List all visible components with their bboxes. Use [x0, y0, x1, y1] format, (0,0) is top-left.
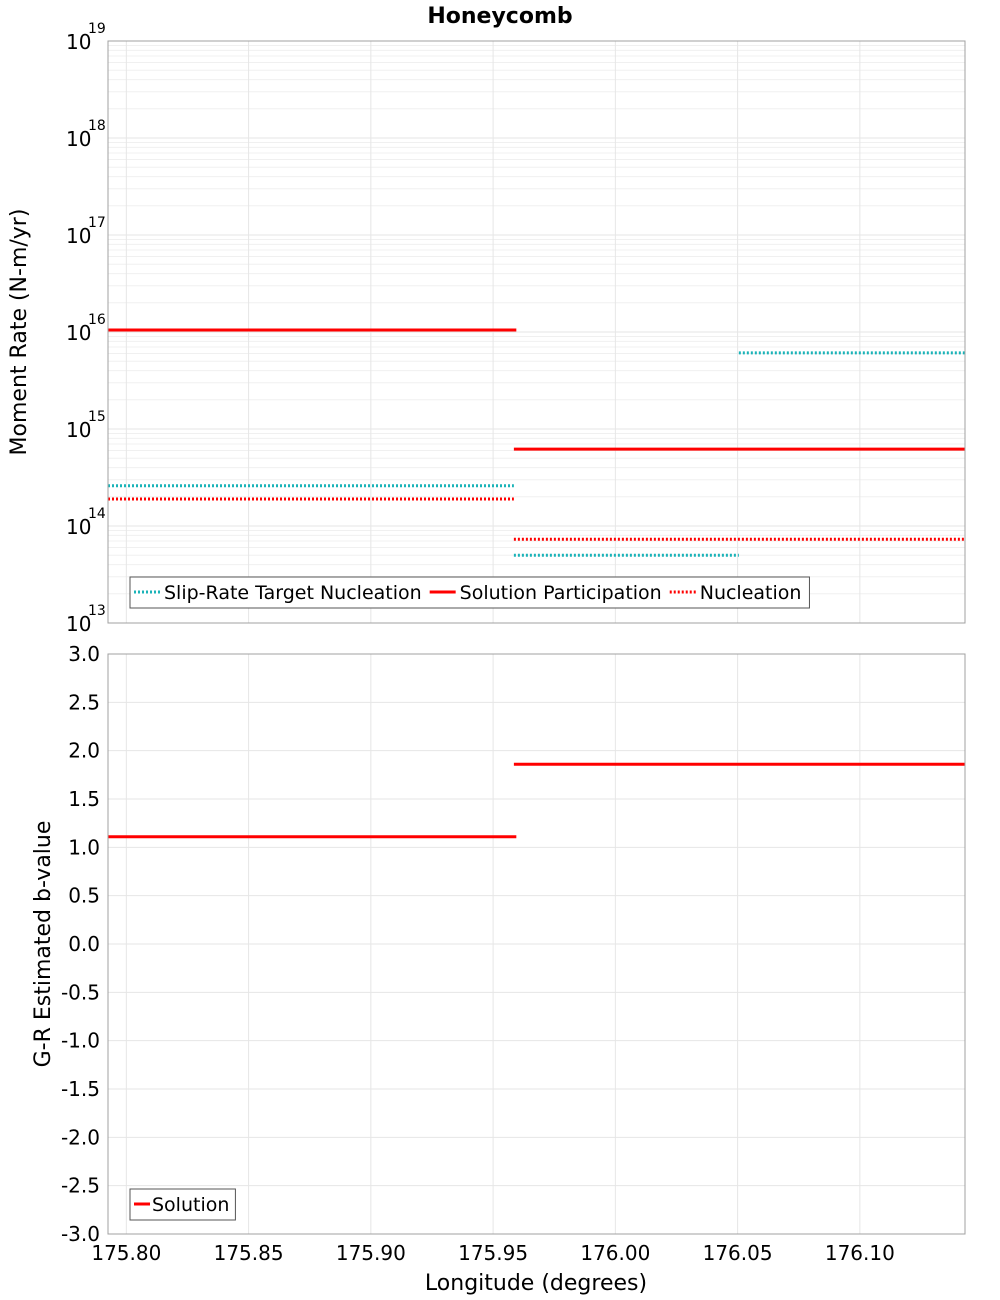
- y-tick-label: 1.5: [68, 787, 100, 811]
- y-tick-label: -2.0: [61, 1125, 100, 1149]
- legend-label: Solution: [152, 1194, 229, 1216]
- y-tick-exponent: 17: [88, 215, 106, 231]
- y-tick-exponent: 16: [88, 312, 106, 328]
- y-tick-label: -1.5: [61, 1077, 100, 1101]
- chart-title: Honeycomb: [427, 4, 572, 29]
- b-value-legend: Solution: [129, 1188, 236, 1221]
- y-tick-exponent: 18: [88, 118, 106, 134]
- moment-rate-grid: [108, 40, 965, 624]
- y-tick-label: 1.0: [68, 835, 100, 859]
- b-value-plot-frame: [107, 653, 966, 1235]
- y-tick-label: 10: [66, 612, 91, 636]
- b-value-y-ticks: 3.0 2.5 2.0 1.5 1.0 0.5 0.0 -0.5 -1.0 -1.5 -2.0 -2.…: [61, 642, 100, 1246]
- x-tick-label: 175.85: [214, 1241, 284, 1265]
- y-tick-label: 10: [66, 515, 91, 539]
- legend-label: Slip-Rate Target Nucleation: [164, 582, 422, 604]
- b-value-grid: [108, 653, 965, 1235]
- b-value-series: [108, 762, 965, 839]
- legend-label: Solution Participation: [460, 582, 662, 604]
- y-tick-exponent: 13: [88, 603, 106, 619]
- y-tick-label: 3.0: [68, 642, 100, 666]
- y-tick-exponent: 14: [88, 506, 106, 522]
- x-tick-label: 176.00: [580, 1241, 650, 1265]
- y-tick-exponent: 15: [88, 409, 106, 425]
- y-tick-label: 2.0: [68, 739, 100, 763]
- moment-rate-series: [108, 328, 965, 557]
- y-tick-label: -0.5: [61, 980, 100, 1004]
- y-tick-label: 0.0: [68, 932, 100, 956]
- moment-rate-legend: Slip-Rate Target Nucleation Solution Part…: [129, 576, 810, 609]
- y-tick-label: 10: [66, 224, 91, 248]
- legend-box: [129, 576, 810, 609]
- x-tick-label: 175.95: [458, 1241, 528, 1265]
- x-axis-title: Longitude (degrees): [425, 1271, 647, 1296]
- y-tick-label: 10: [66, 127, 91, 151]
- b-value-y-axis-title: G-R Estimated b-value: [31, 821, 56, 1068]
- y-tick-label: -1.0: [61, 1029, 100, 1053]
- moment-rate-plot-frame: [107, 40, 966, 624]
- b-value-panel: 3.0 2.5 2.0 1.5 1.0 0.5 0.0 -0.5 -1.0 -1.5 -2.0 -2.…: [31, 642, 966, 1296]
- moment-rate-y-axis-title: Moment Rate (N-m/yr): [7, 209, 32, 456]
- y-tick-label: 10: [66, 418, 91, 442]
- y-tick-label: -3.0: [61, 1222, 100, 1246]
- y-tick-label: 10: [66, 321, 91, 345]
- x-axis-ticks: 175.80 175.85 175.90 175.95 176.00 176.05 176.…: [91, 1241, 895, 1265]
- y-tick-label: 10: [66, 30, 91, 54]
- x-tick-label: 176.05: [703, 1241, 773, 1265]
- x-tick-label: 175.80: [91, 1241, 161, 1265]
- y-tick-label: 0.5: [68, 884, 100, 908]
- y-tick-exponent: 19: [88, 21, 106, 37]
- x-tick-label: 176.10: [825, 1241, 895, 1265]
- legend-label: Nucleation: [700, 582, 802, 604]
- y-tick-label: -2.5: [61, 1174, 100, 1198]
- y-tick-label: 2.5: [68, 690, 100, 714]
- x-tick-label: 175.90: [336, 1241, 406, 1265]
